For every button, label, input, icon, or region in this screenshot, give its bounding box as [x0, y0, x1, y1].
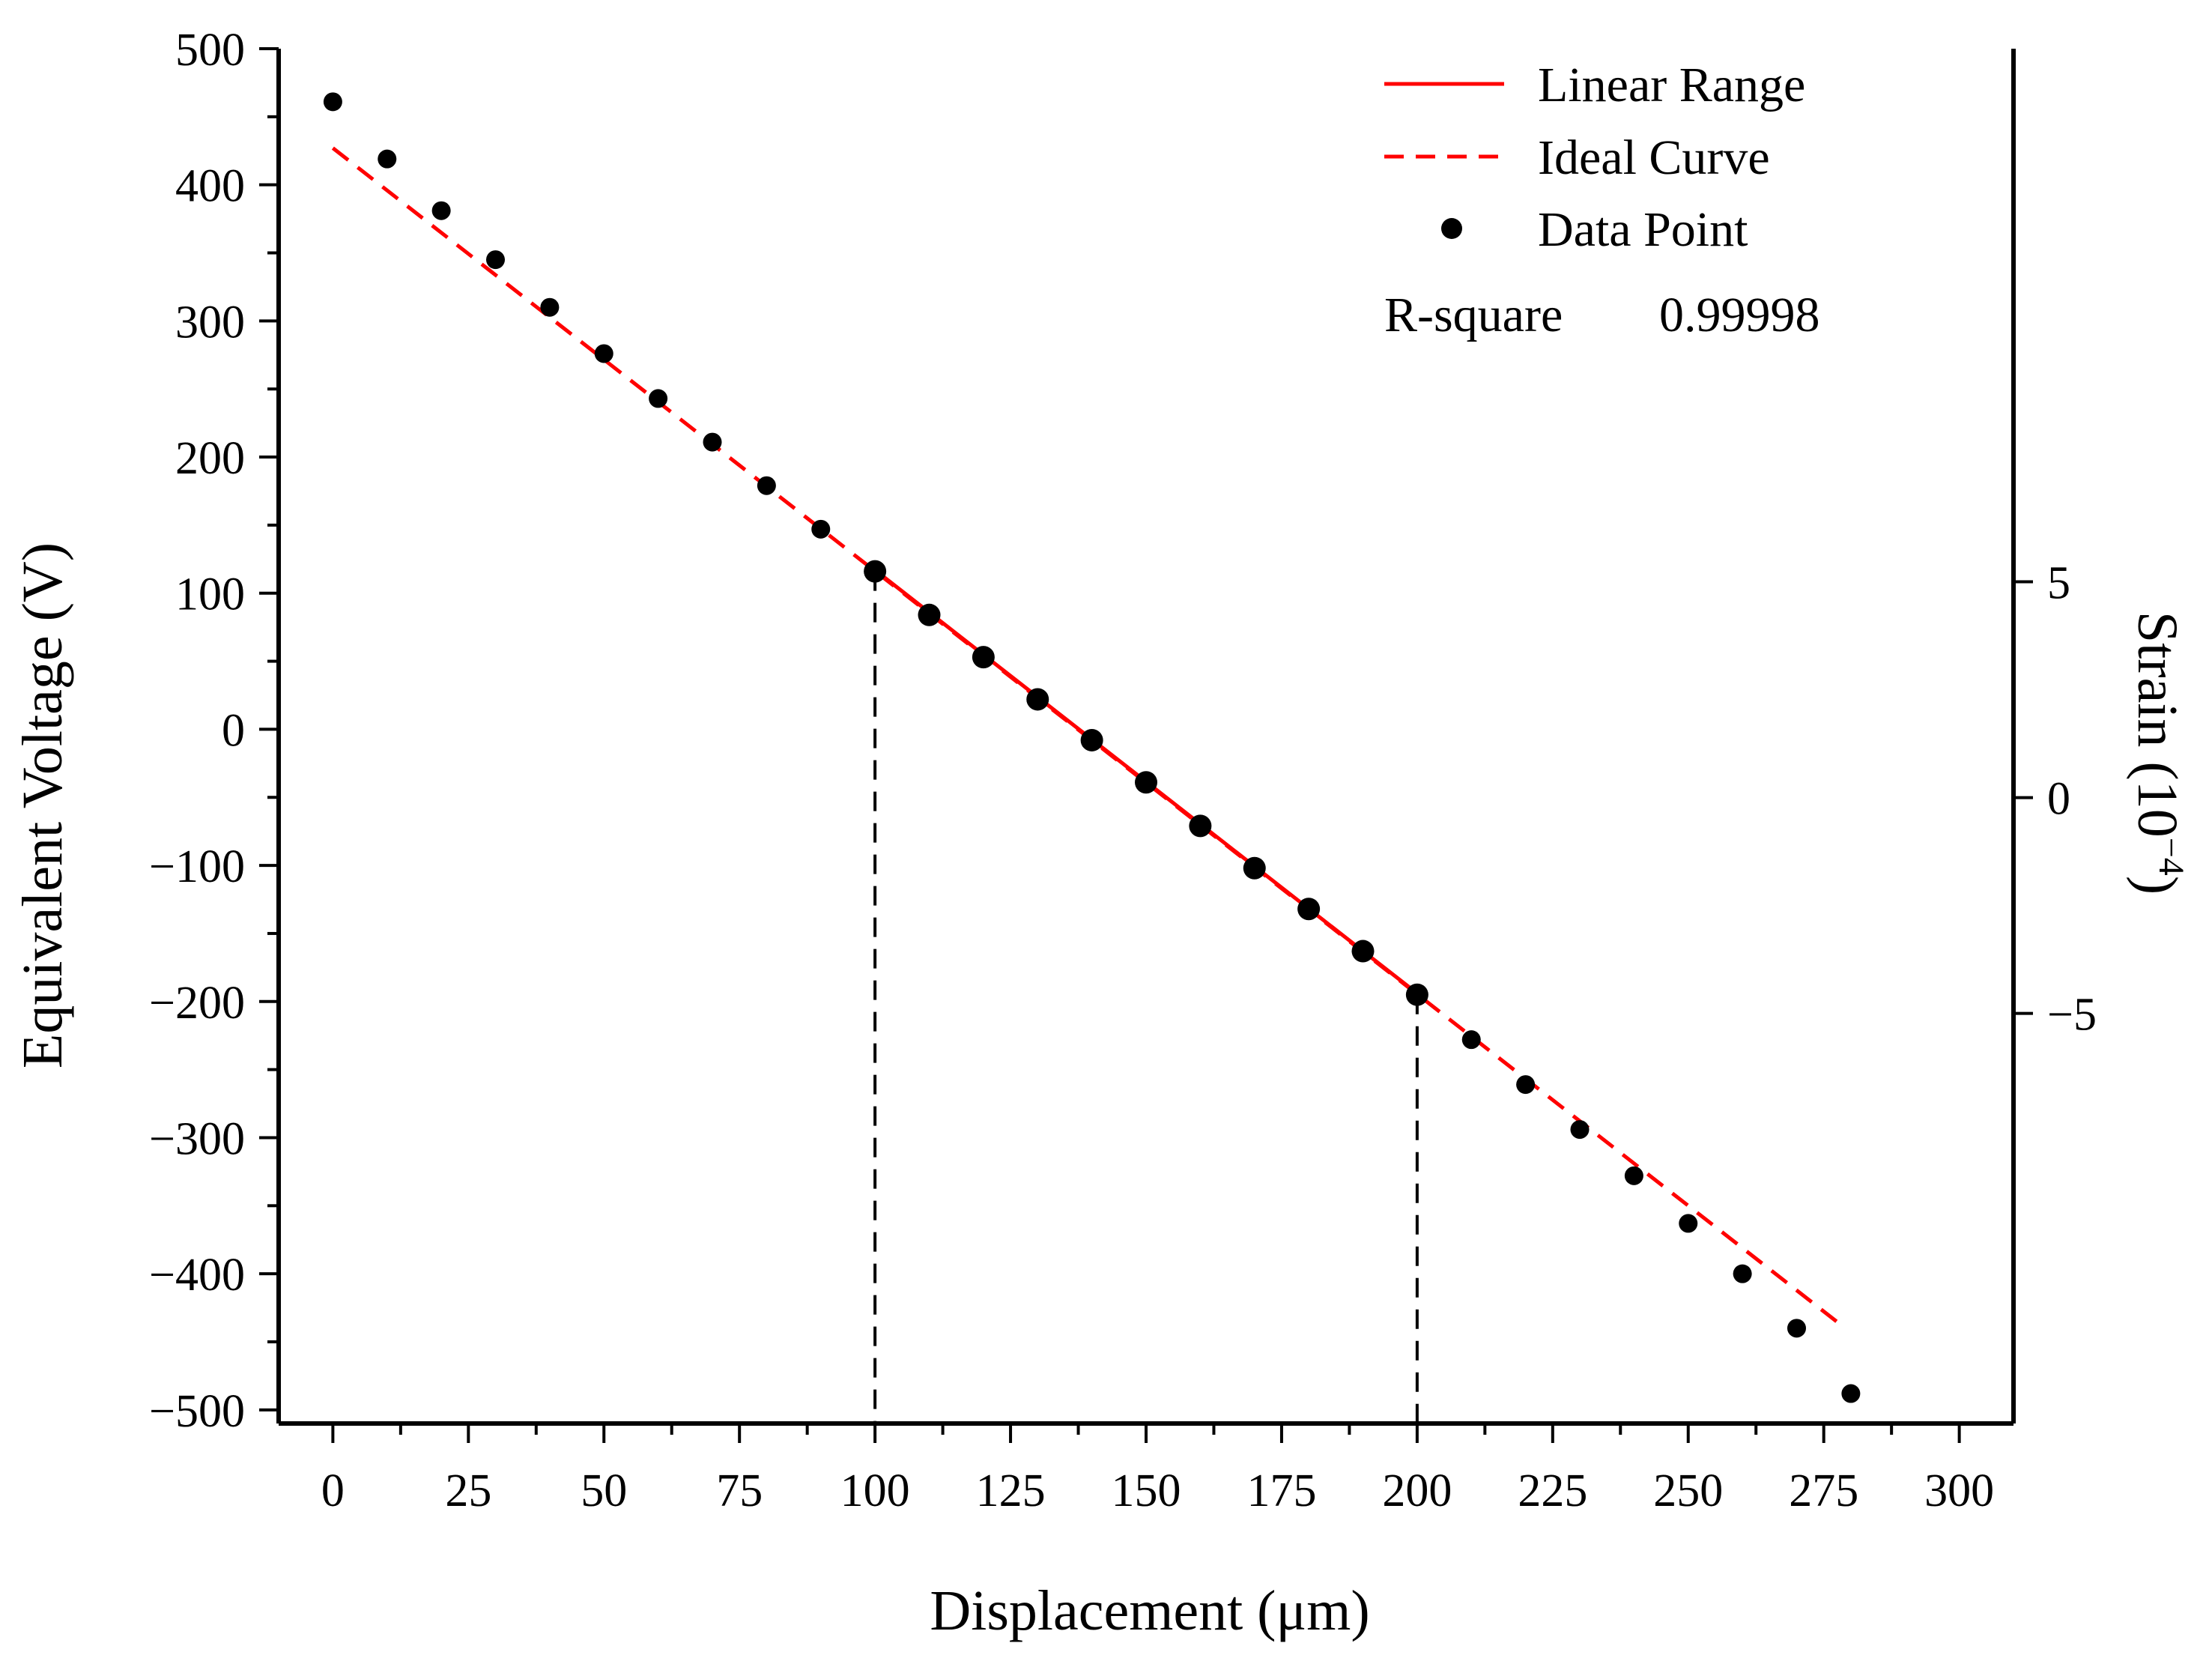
data-point	[703, 432, 722, 452]
data-point	[431, 201, 451, 220]
r-square-value: 0.99998	[1659, 288, 1820, 342]
y2-tick-label: 0	[2047, 774, 2070, 825]
data-point	[378, 149, 397, 169]
legend-label-data-point: Data Point	[1538, 202, 1748, 257]
legend-label-ideal-curve: Ideal Curve	[1538, 130, 1770, 185]
y-tick-label: −100	[149, 841, 245, 892]
y2-tick-label: 5	[2047, 558, 2070, 609]
data-point	[1189, 814, 1212, 838]
x-tick-label: 225	[1518, 1465, 1587, 1516]
y-tick-label: 500	[175, 25, 245, 76]
x-tick-label: 25	[445, 1465, 491, 1516]
data-point	[323, 92, 342, 112]
y2-tick-label: −5	[2047, 990, 2097, 1041]
data-point	[918, 603, 941, 626]
data-point	[864, 560, 887, 583]
data-point	[1351, 940, 1375, 963]
legend-label-linear-range: Linear Range	[1538, 58, 1805, 112]
plot-area	[323, 92, 1861, 1423]
data-point	[757, 476, 776, 495]
y-tick-label: 300	[175, 297, 245, 348]
x-tick-label: 0	[321, 1465, 345, 1516]
data-point	[1461, 1030, 1481, 1050]
y-tick-label: 200	[175, 433, 245, 484]
data-point	[1570, 1120, 1590, 1140]
data-point	[594, 344, 613, 363]
data-point	[1624, 1166, 1643, 1185]
y-tick-label: −200	[149, 978, 245, 1029]
y-tick-label: −300	[149, 1113, 245, 1164]
data-point	[1405, 983, 1428, 1006]
x-tick-label: 200	[1382, 1465, 1452, 1516]
y2-axis-title-close: )	[2126, 876, 2189, 895]
data-point	[1080, 728, 1103, 751]
data-point	[972, 646, 995, 669]
data-point	[1516, 1075, 1536, 1095]
data-point	[1135, 771, 1157, 794]
data-point	[486, 250, 505, 270]
data-point	[1679, 1214, 1698, 1233]
data-point	[1787, 1319, 1806, 1338]
y-tick-label: −400	[149, 1250, 245, 1301]
y-axis-title: Equivalent Voltage (V)	[11, 542, 74, 1068]
y2-axis-title: Strain (10−4)	[2126, 611, 2191, 895]
data-point	[1841, 1384, 1861, 1403]
x-tick-label: 300	[1924, 1465, 1994, 1516]
y-tick-label: 400	[175, 161, 245, 212]
legend-swatch-data-point	[1441, 218, 1462, 239]
x-tick-label: 275	[1789, 1465, 1858, 1516]
axes: 0 25 50 75 100 125 150 175 200 225 250 275 300500400…	[149, 25, 2097, 1516]
x-tick-label: 100	[840, 1465, 910, 1516]
x-tick-label: 150	[1112, 1465, 1181, 1516]
x-tick-label: 75	[716, 1465, 763, 1516]
x-tick-label: 125	[976, 1465, 1046, 1516]
y2-axis-title-exponent: −4	[2151, 838, 2191, 876]
y-tick-label: 0	[222, 705, 245, 756]
data-point	[649, 389, 668, 408]
data-point	[1733, 1264, 1752, 1283]
x-axis-title: Displacement (μm)	[930, 1579, 1369, 1642]
y2-axis-title-main: Strain (10	[2126, 611, 2189, 838]
data-point	[540, 297, 560, 317]
legend: Linear Range Ideal Curve Data Point R-sq…	[1384, 58, 1820, 342]
y-tick-label: 100	[175, 569, 245, 620]
y-tick-label: −500	[149, 1386, 245, 1437]
data-point	[1243, 856, 1266, 880]
x-tick-label: 175	[1246, 1465, 1316, 1516]
x-tick-label: 50	[581, 1465, 627, 1516]
data-point	[1297, 898, 1321, 921]
x-tick-label: 250	[1653, 1465, 1723, 1516]
data-point	[811, 519, 831, 539]
r-square-label: R-square	[1384, 288, 1563, 342]
data-point	[1026, 688, 1049, 711]
